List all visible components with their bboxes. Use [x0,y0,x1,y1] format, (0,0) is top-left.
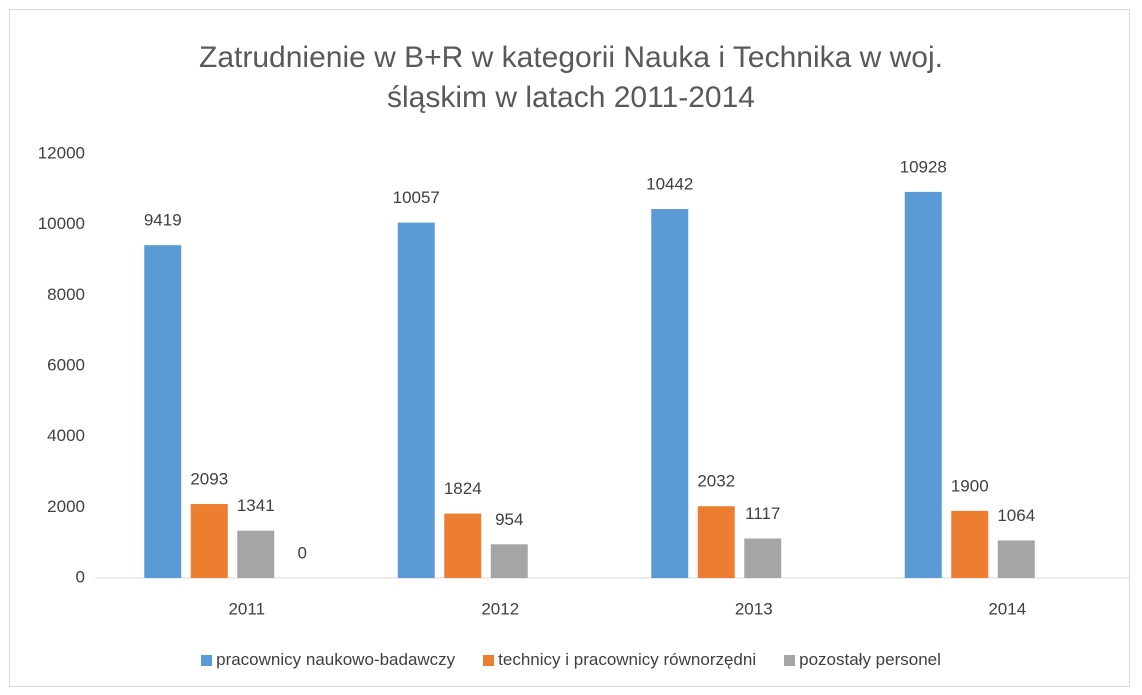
bar [951,510,989,578]
value-label: 1341 [237,496,275,515]
legend-swatch [201,654,213,666]
bar [904,191,942,579]
y-tick-label: 0 [76,567,85,586]
value-label: 1824 [444,479,482,498]
x-tick-label: 2014 [988,599,1026,618]
value-label: 10442 [646,175,693,194]
legend-item: technicy i pracownicy równorzędni [483,650,756,670]
legend-item: pracownicy naukowo-badawczy [201,650,455,670]
value-label: 1900 [951,476,989,495]
y-tick-label: 12000 [38,143,85,162]
x-tick-label: 2012 [481,599,519,618]
value-label: 1064 [997,506,1035,525]
y-tick-label: 6000 [47,355,85,374]
value-label: 2093 [190,470,228,489]
x-tick-label: 2013 [735,599,773,618]
bar [997,540,1035,578]
bar [651,209,689,579]
y-tick-label: 4000 [47,426,85,445]
value-label: 10928 [900,157,947,176]
legend-swatch [784,654,796,666]
legend-label: pozostały personel [799,650,941,669]
legend-label: technicy i pracownicy równorzędni [498,650,757,669]
chart-title: Zatrudnienie w B+R w kategorii Nauka i T… [199,41,943,114]
x-tick-label: 2011 [228,599,265,618]
value-label: 9419 [144,211,182,230]
bar [237,530,275,578]
value-label: 954 [495,510,523,529]
legend-swatch [483,654,495,666]
bar [697,506,735,578]
legend-item: pozostały personel [784,650,941,670]
bar [744,538,782,578]
chart-frame [9,9,1130,687]
legend: pracownicy naukowo-badawczy technicy i pr… [0,650,1142,670]
legend-label: pracownicy naukowo-badawczy [216,650,456,669]
bar [444,513,482,578]
bar [144,245,182,579]
y-tick-label: 8000 [47,285,85,304]
bar [190,504,228,578]
value-label: 2032 [697,472,735,491]
y-tick-label: 10000 [38,214,85,233]
bar [490,544,528,578]
y-tick-label: 2000 [47,497,85,516]
value-label: 10057 [393,188,440,207]
bar [397,222,435,579]
value-label: 0 [298,543,307,562]
value-label: 1117 [745,504,780,523]
